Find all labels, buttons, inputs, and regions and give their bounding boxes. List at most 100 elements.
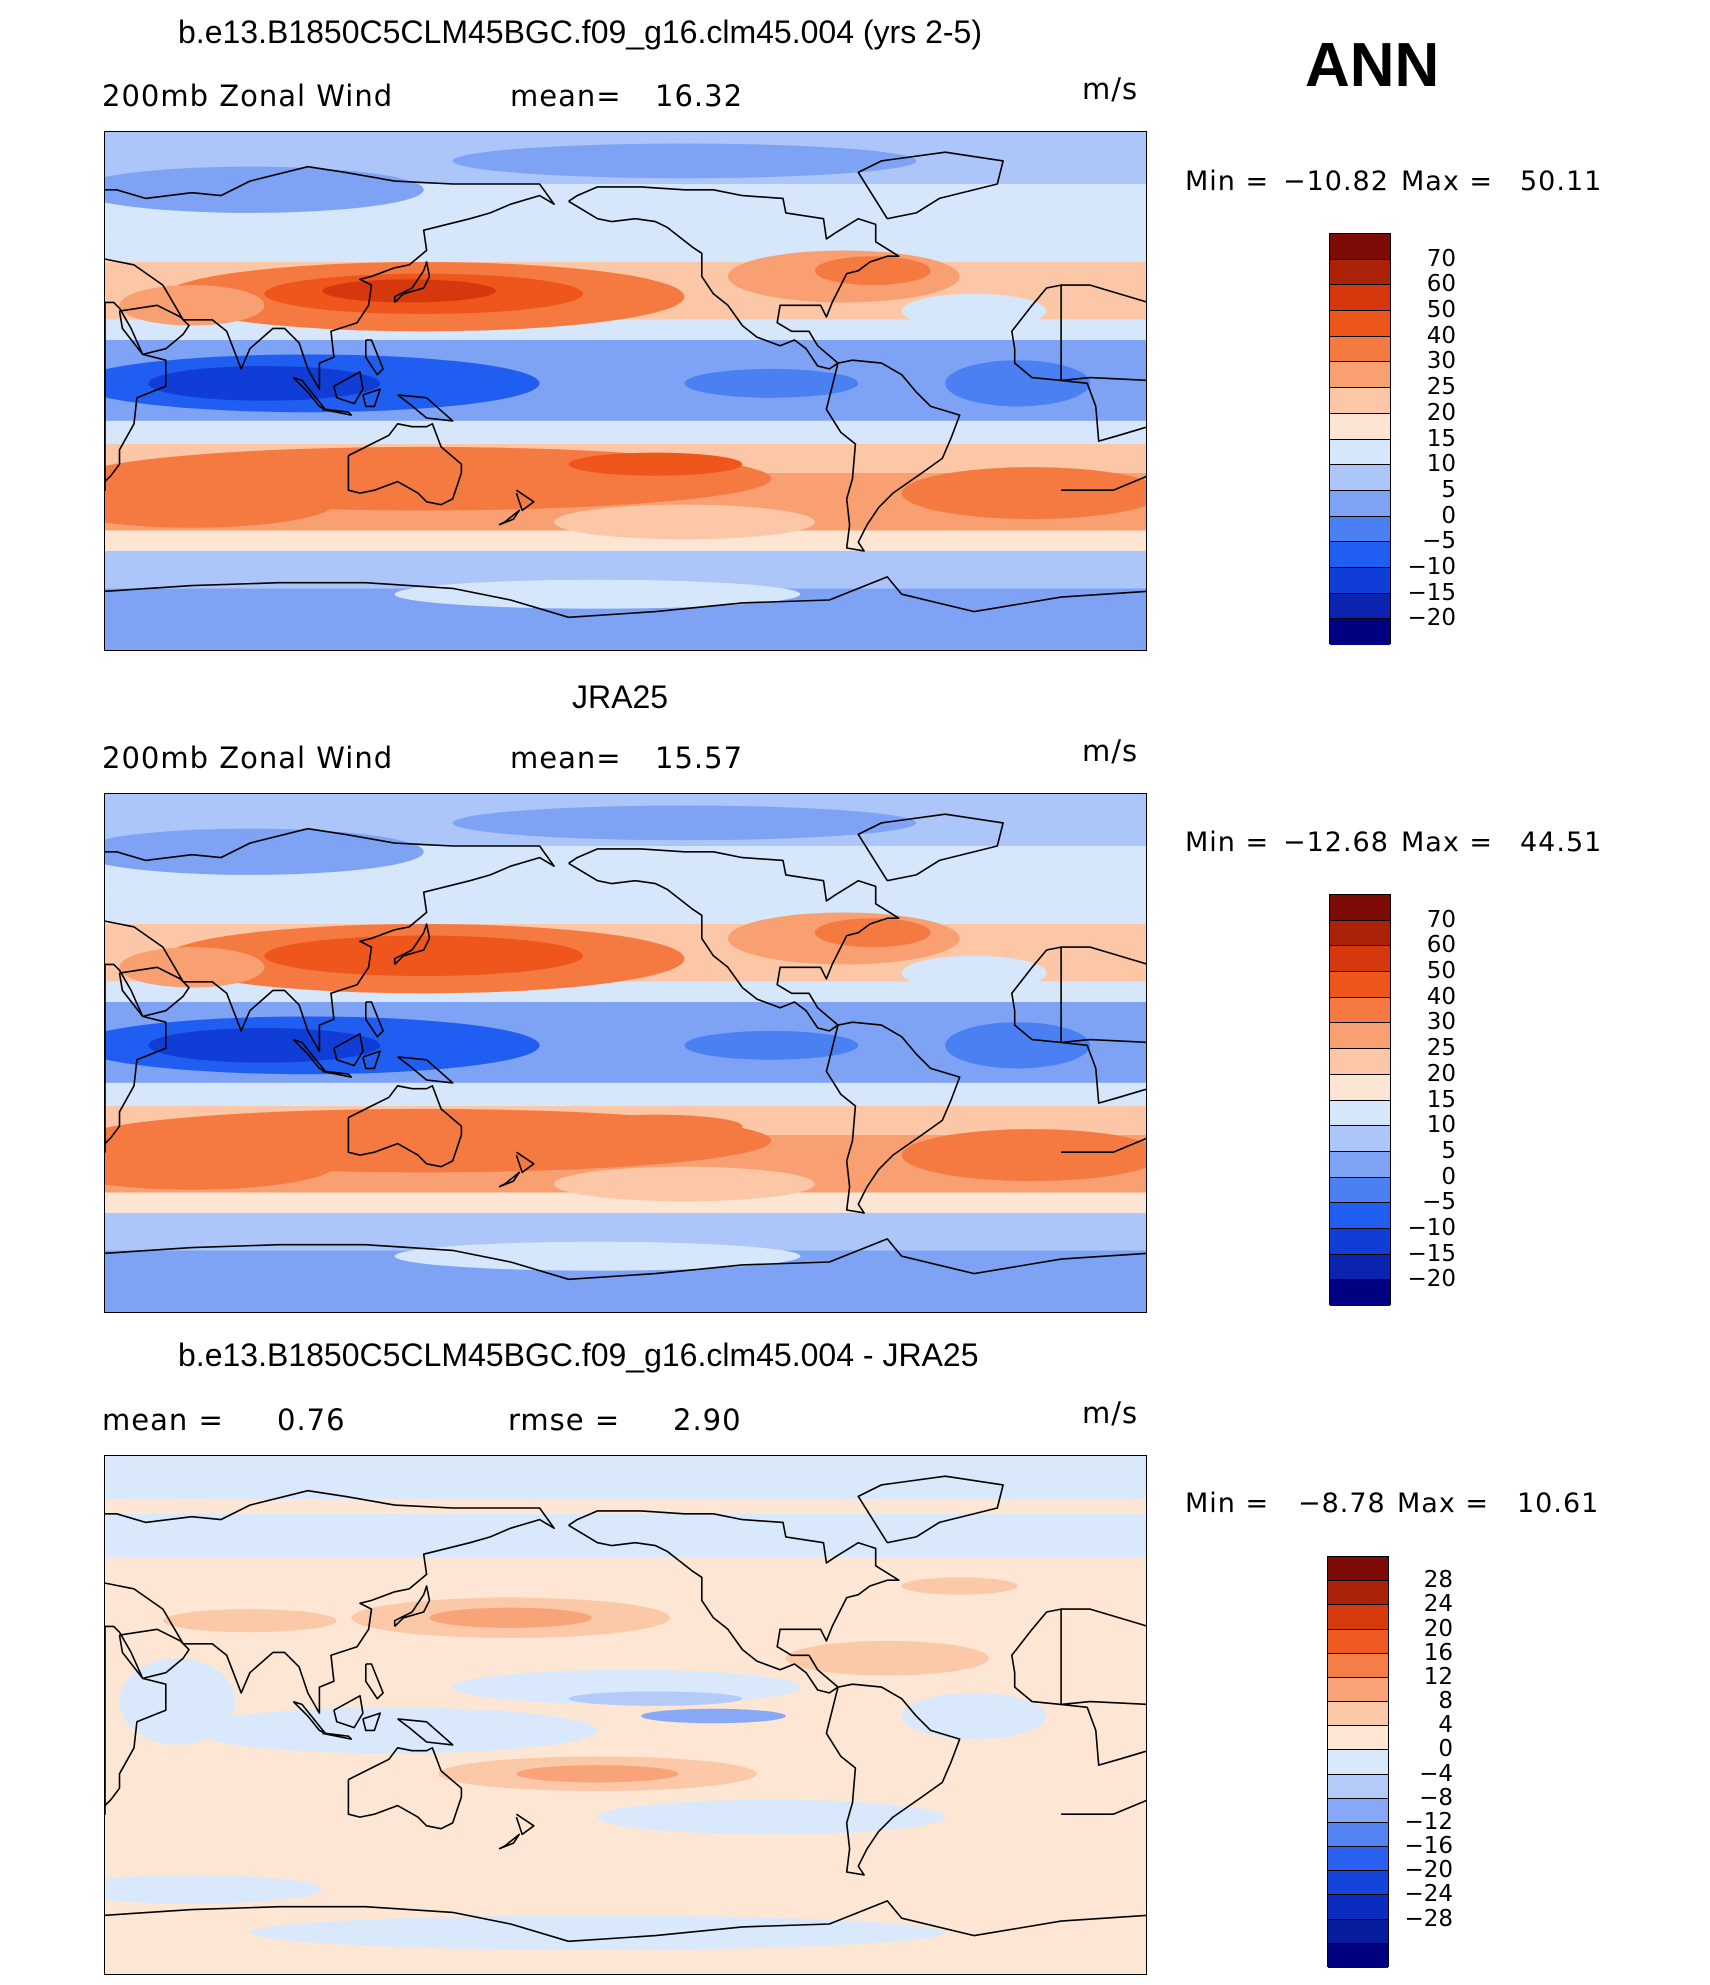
panel3-colorbar: [1327, 1556, 1389, 1968]
colorbar-tick-label: 15: [1426, 425, 1456, 452]
colorbar-tick-label: 28: [1423, 1567, 1453, 1594]
panel2-max-label: Max =: [1401, 827, 1494, 858]
colorbar-swatch: [1330, 1074, 1390, 1101]
panel2-field-label: 200mb Zonal Wind: [102, 741, 394, 775]
colorbar-swatch: [1328, 1557, 1388, 1582]
colorbar-swatch: [1330, 567, 1390, 594]
colorbar-swatch: [1330, 285, 1390, 312]
colorbar-swatch: [1330, 388, 1390, 414]
colorbar-tick-label: −20: [1407, 1266, 1456, 1293]
colorbar-tick-label: 5: [1441, 1137, 1456, 1164]
panel2-min-label: Min =: [1185, 827, 1270, 858]
colorbar-tick-label: 4: [1438, 1712, 1453, 1739]
colorbar-swatch: [1328, 1581, 1388, 1606]
colorbar-swatch: [1330, 234, 1390, 260]
colorbar-tick-label: −15: [1407, 579, 1456, 606]
colorbar-tick-label: 16: [1423, 1639, 1453, 1666]
panel3-map: [104, 1455, 1147, 1975]
colorbar-tick-label: −4: [1419, 1760, 1453, 1787]
colorbar-swatch: [1330, 1203, 1390, 1229]
colorbar-tick-label: −12: [1404, 1808, 1453, 1835]
colorbar-tick-label: 60: [1426, 271, 1456, 298]
colorbar-swatch: [1330, 490, 1390, 517]
colorbar-tick-label: 25: [1426, 374, 1456, 401]
colorbar-tick-label: 0: [1441, 1163, 1456, 1190]
colorbar-swatch: [1330, 972, 1390, 998]
panel1-map: [104, 131, 1147, 651]
colorbar-swatch: [1330, 336, 1390, 363]
colorbar-tick-label: −10: [1407, 553, 1456, 580]
panel2-colorbar-labels: 70 60 50 40 30 25 20 15 10 5 0 −5 −10 −15 −20: [1360, 894, 1456, 1305]
panel3-max-label: Max =: [1397, 1488, 1490, 1519]
panel3-min-label: Min =: [1185, 1488, 1270, 1519]
colorbar-tick-label: 15: [1426, 1086, 1456, 1113]
colorbar-swatch: [1330, 1228, 1390, 1255]
season-label: ANN: [1305, 31, 1440, 100]
colorbar-tick-label: 50: [1426, 297, 1456, 324]
colorbar-swatch: [1330, 1100, 1390, 1127]
colorbar-swatch: [1330, 439, 1390, 466]
colorbar-swatch: [1328, 1726, 1388, 1751]
colorbar-tick-label: 12: [1423, 1663, 1453, 1690]
panel1-title: b.e13.B1850C5CLM45BGC.f09_g16.clm45.004 …: [178, 14, 982, 50]
panel2-mean-label: mean=: [510, 741, 622, 775]
colorbar-tick-label: −24: [1404, 1881, 1453, 1908]
colorbar-tick-label: 30: [1426, 1009, 1456, 1036]
panel2-colorbar: [1329, 894, 1391, 1306]
colorbar-swatch: [1330, 413, 1390, 440]
colorbar-tick-label: 25: [1426, 1035, 1456, 1062]
panel1-mean-label: mean=: [510, 79, 622, 113]
colorbar-tick-label: −20: [1404, 1857, 1453, 1884]
colorbar-swatch: [1328, 1943, 1388, 1968]
colorbar-tick-label: 0: [1438, 1736, 1453, 1763]
colorbar-tick-label: 5: [1441, 476, 1456, 503]
colorbar-tick-label: 60: [1426, 932, 1456, 959]
colorbar-tick-label: 0: [1441, 502, 1456, 529]
colorbar-tick-label: 20: [1423, 1615, 1453, 1642]
panel1-colorbar: [1329, 233, 1391, 645]
colorbar-swatch: [1330, 1049, 1390, 1075]
panel3-min-value: −8.78: [1298, 1488, 1386, 1519]
colorbar-tick-label: 70: [1426, 245, 1456, 272]
panel2-map: [104, 793, 1147, 1313]
colorbar-tick-label: 10: [1426, 451, 1456, 478]
colorbar-tick-label: −8: [1419, 1784, 1453, 1811]
panel1-min-label: Min =: [1185, 166, 1270, 197]
panel1-max-value: 50.11: [1520, 166, 1603, 197]
colorbar-swatch: [1330, 1254, 1390, 1281]
panel3-rmse-label: rmse =: [508, 1403, 621, 1437]
colorbar-tick-label: 70: [1426, 906, 1456, 933]
colorbar-swatch: [1330, 311, 1390, 337]
colorbar-tick-label: 8: [1438, 1688, 1453, 1715]
panel2-min-value: −12.68: [1283, 827, 1389, 858]
colorbar-tick-label: 40: [1426, 322, 1456, 349]
colorbar-swatch: [1328, 1629, 1388, 1654]
colorbar-swatch: [1330, 465, 1390, 491]
panel1-colorbar-labels: 70 60 50 40 30 25 20 15 10 5 0 −5 −10 −15 −20: [1360, 233, 1456, 644]
colorbar-tick-label: −5: [1422, 1189, 1456, 1216]
colorbar-swatch: [1328, 1919, 1388, 1944]
colorbar-tick-label: 40: [1426, 983, 1456, 1010]
colorbar-swatch: [1330, 1280, 1390, 1306]
colorbar-tick-label: −10: [1407, 1214, 1456, 1241]
colorbar-swatch: [1328, 1750, 1388, 1775]
colorbar-swatch: [1328, 1822, 1388, 1848]
colorbar-tick-label: 50: [1426, 958, 1456, 985]
panel2-mean-value: 15.57: [655, 741, 744, 775]
colorbar-tick-label: −16: [1404, 1833, 1453, 1860]
colorbar-tick-label: −20: [1407, 605, 1456, 632]
panel1-min-value: −10.82: [1283, 166, 1389, 197]
colorbar-swatch: [1330, 1023, 1390, 1050]
colorbar-swatch: [1330, 1151, 1390, 1178]
colorbar-swatch: [1330, 1177, 1390, 1204]
colorbar-swatch: [1328, 1871, 1388, 1896]
colorbar-swatch: [1330, 542, 1390, 568]
colorbar-swatch: [1330, 997, 1390, 1024]
colorbar-swatch: [1328, 1798, 1388, 1823]
colorbar-swatch: [1330, 946, 1390, 973]
colorbar-swatch: [1328, 1653, 1388, 1678]
colorbar-tick-label: −28: [1404, 1905, 1453, 1932]
colorbar-swatch: [1330, 593, 1390, 620]
colorbar-tick-label: 20: [1426, 399, 1456, 426]
colorbar-swatch: [1328, 1774, 1388, 1799]
